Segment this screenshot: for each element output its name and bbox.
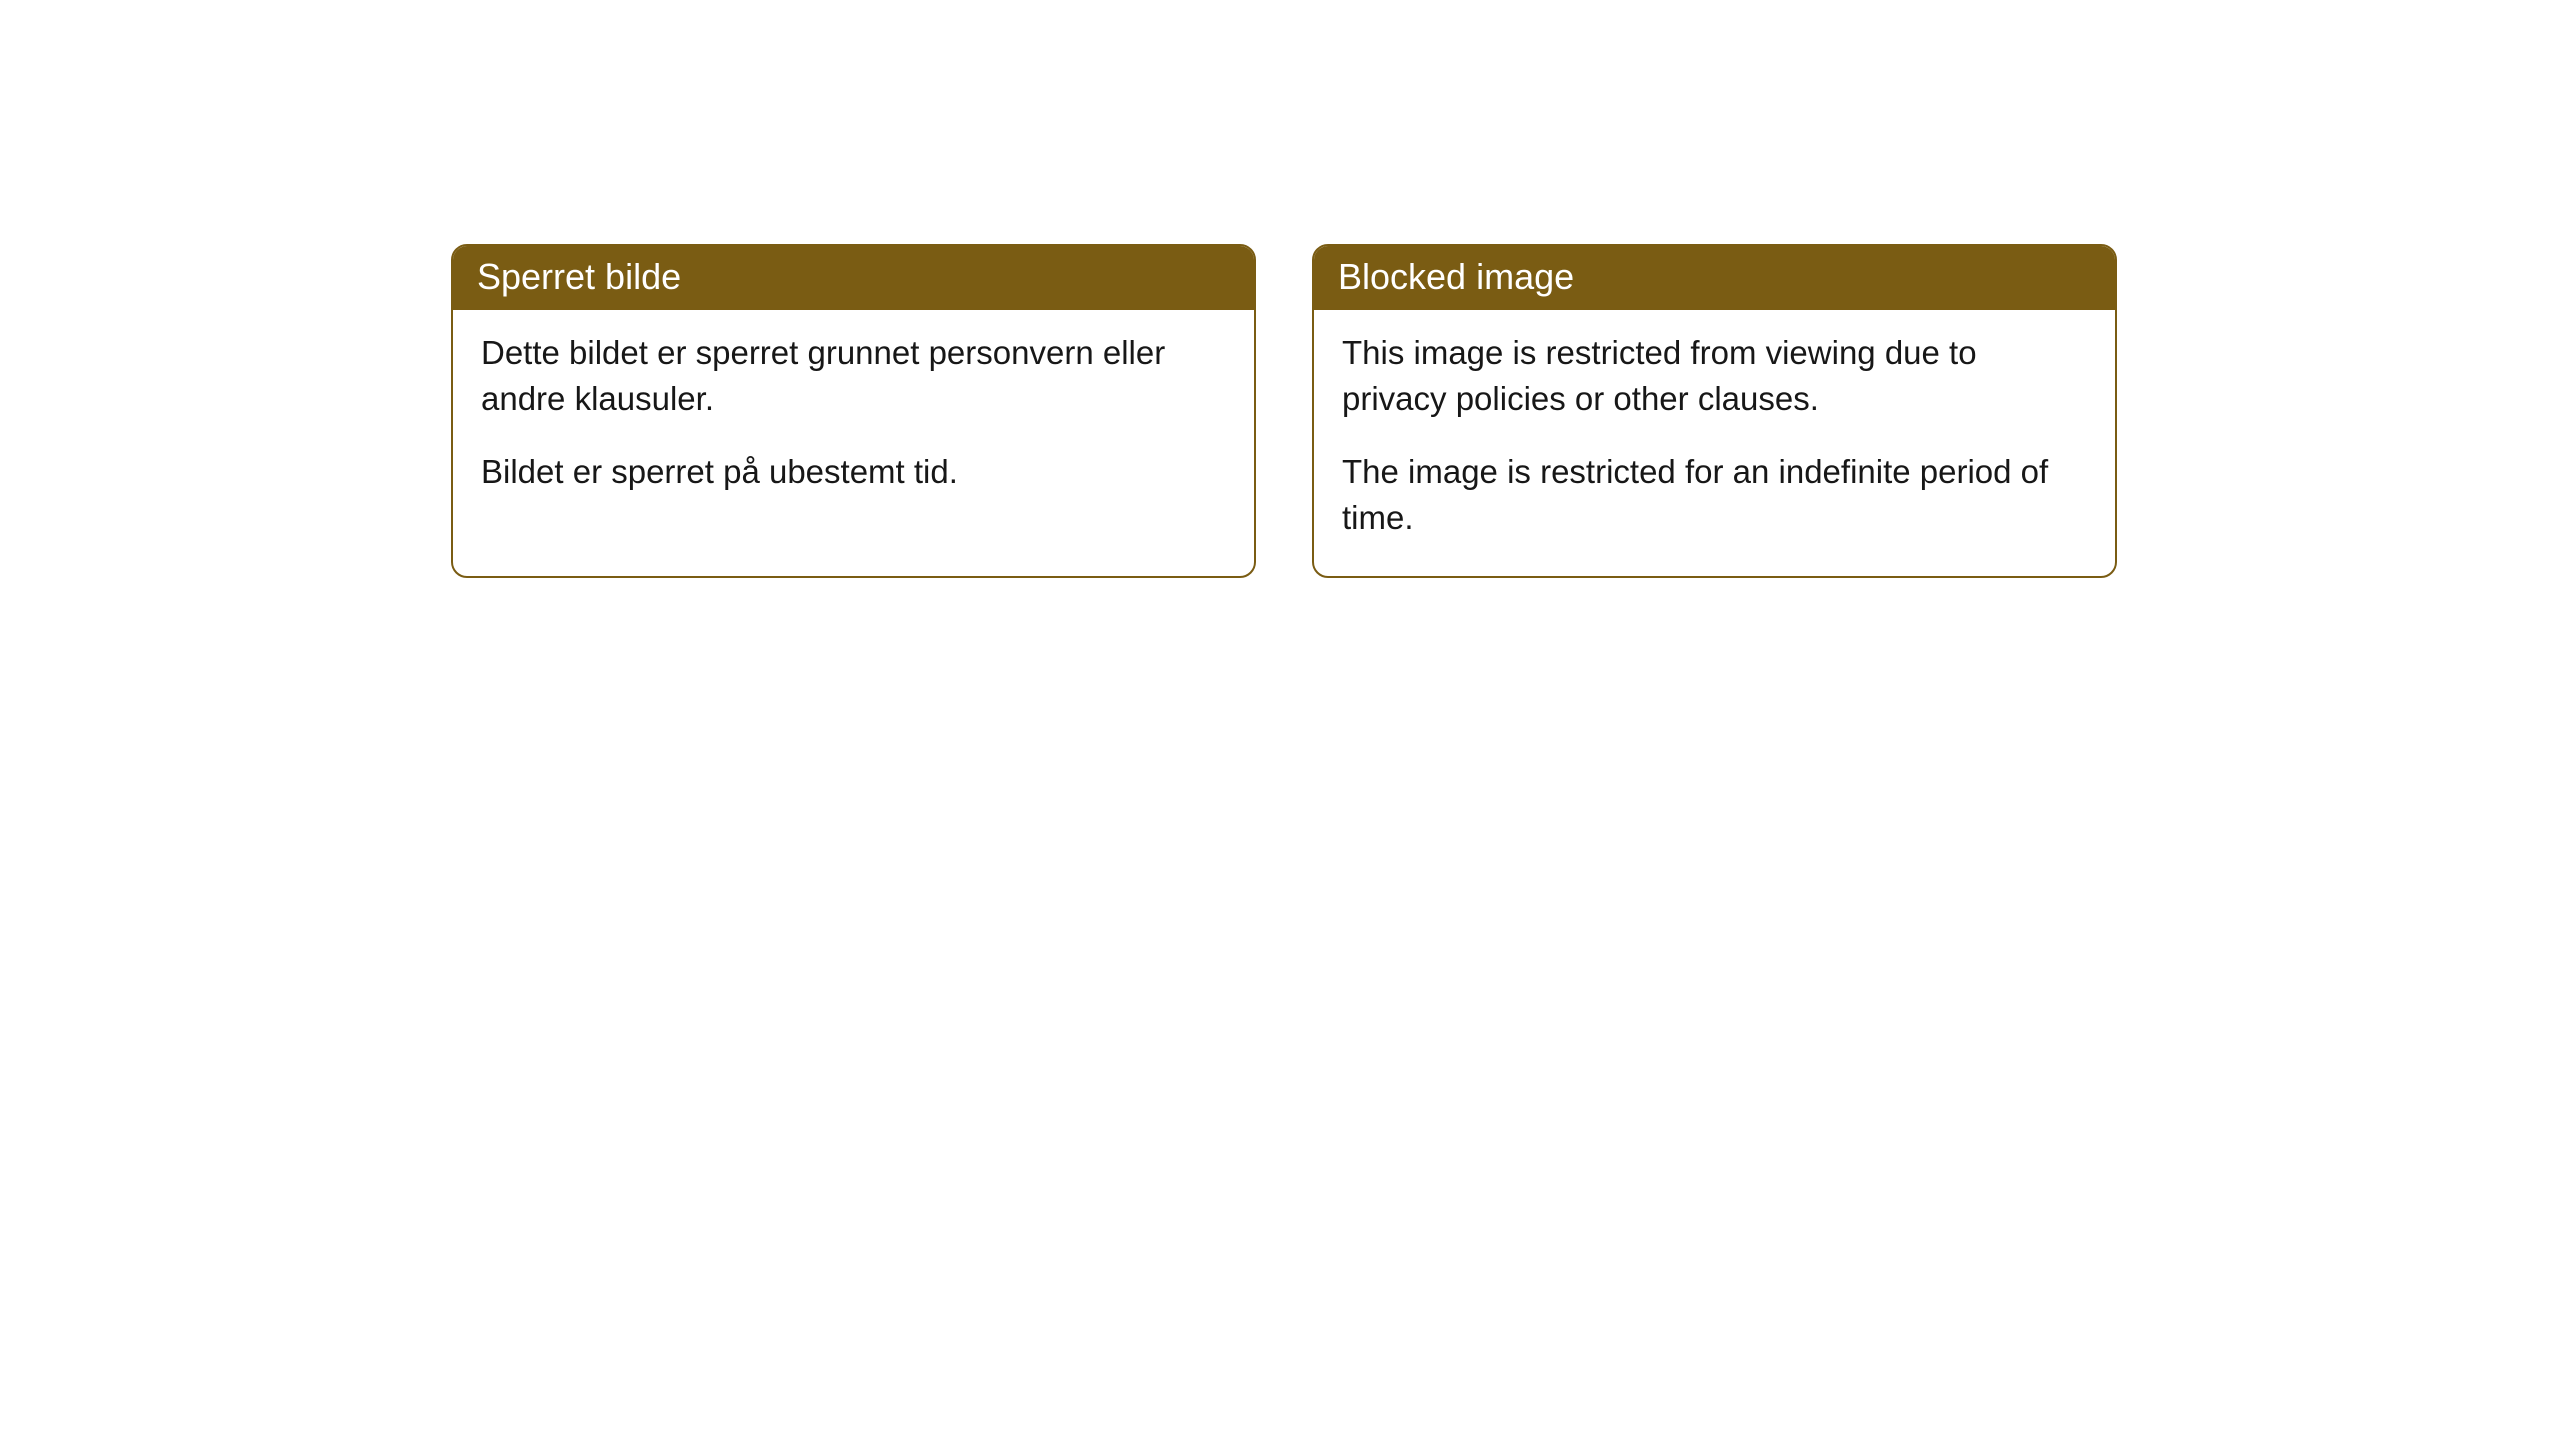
- card-title: Sperret bilde: [477, 256, 681, 297]
- blocked-image-notices: Sperret bilde Dette bildet er sperret gr…: [451, 244, 2117, 578]
- card-paragraph: The image is restricted for an indefinit…: [1342, 449, 2087, 540]
- card-title: Blocked image: [1338, 256, 1574, 297]
- card-body: This image is restricted from viewing du…: [1314, 310, 2115, 576]
- card-header: Sperret bilde: [453, 246, 1254, 310]
- card-paragraph: Bildet er sperret på ubestemt tid.: [481, 449, 1226, 495]
- notice-card-english: Blocked image This image is restricted f…: [1312, 244, 2117, 578]
- card-body: Dette bildet er sperret grunnet personve…: [453, 310, 1254, 531]
- card-paragraph: Dette bildet er sperret grunnet personve…: [481, 330, 1226, 421]
- card-header: Blocked image: [1314, 246, 2115, 310]
- notice-card-norwegian: Sperret bilde Dette bildet er sperret gr…: [451, 244, 1256, 578]
- card-paragraph: This image is restricted from viewing du…: [1342, 330, 2087, 421]
